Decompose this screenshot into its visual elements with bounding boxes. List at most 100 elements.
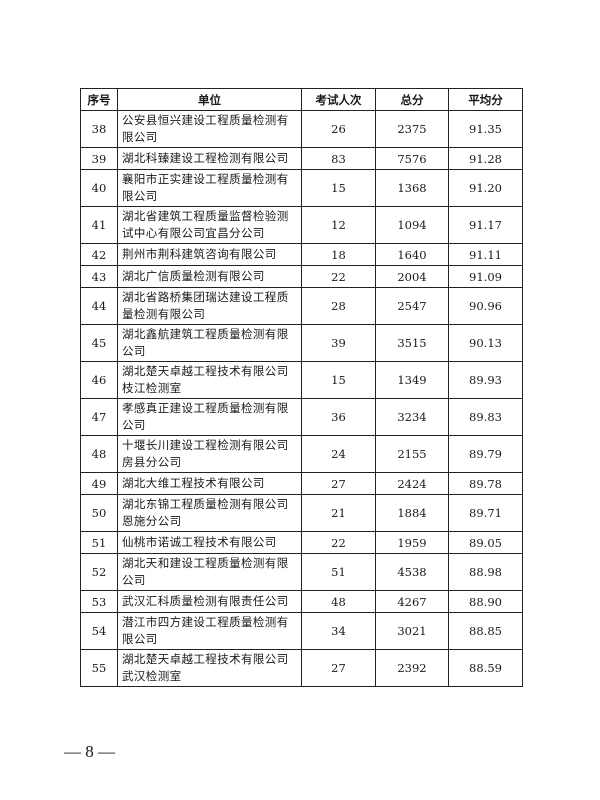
- cell-unit: 湖北广信质量检测有限公司: [117, 265, 302, 288]
- cell-no: 52: [80, 553, 118, 591]
- table-row: 43 湖北广信质量检测有限公司 22 2004 91.09: [80, 265, 523, 288]
- table-row: 45 湖北鑫航建筑工程质量检测有限公司 39 3515 90.13: [80, 324, 523, 362]
- cell-total: 3021: [375, 612, 449, 650]
- cell-avg: 90.13: [448, 324, 523, 362]
- cell-avg: 89.78: [448, 472, 523, 495]
- cell-avg: 91.17: [448, 206, 523, 244]
- cell-total: 2375: [375, 110, 449, 148]
- cell-total: 3234: [375, 398, 449, 436]
- table-row: 47 孝感真正建设工程质量检测有限公司 36 3234 89.83: [80, 398, 523, 436]
- cell-no: 40: [80, 169, 118, 207]
- results-table: 序号 单位 考试人次 总分 平均分 38 公安县恒兴建设工程质量检测有限公司 26 2…: [80, 88, 523, 687]
- cell-unit: 仙桃市诺诚工程技术有限公司: [117, 531, 302, 554]
- cell-total: 1094: [375, 206, 449, 244]
- cell-no: 46: [80, 361, 118, 399]
- cell-avg: 91.20: [448, 169, 523, 207]
- cell-avg: 89.71: [448, 494, 523, 532]
- table-row: 50 湖北东锦工程质量检测有限公司恩施分公司 21 1884 89.71: [80, 494, 523, 532]
- cell-count: 21: [301, 494, 376, 532]
- cell-avg: 91.09: [448, 265, 523, 288]
- cell-no: 53: [80, 590, 118, 613]
- table-row: 49 湖北大维工程技术有限公司 27 2424 89.78: [80, 472, 523, 495]
- cell-count: 27: [301, 472, 376, 495]
- cell-avg: 90.96: [448, 287, 523, 325]
- table-row: 44 湖北省路桥集团瑞达建设工程质量检测有限公司 28 2547 90.96: [80, 287, 523, 325]
- header-avg: 平均分: [448, 88, 523, 111]
- cell-count: 18: [301, 243, 376, 266]
- table-row: 38 公安县恒兴建设工程质量检测有限公司 26 2375 91.35: [80, 110, 523, 148]
- table-row: 54 潜江市四方建设工程质量检测有限公司 34 3021 88.85: [80, 612, 523, 650]
- cell-unit: 湖北楚天卓越工程技术有限公司武汉检测室: [117, 649, 302, 687]
- cell-count: 24: [301, 435, 376, 473]
- cell-total: 7576: [375, 147, 449, 170]
- cell-total: 2424: [375, 472, 449, 495]
- cell-avg: 88.98: [448, 553, 523, 591]
- cell-unit: 湖北省路桥集团瑞达建设工程质量检测有限公司: [117, 287, 302, 325]
- cell-total: 1884: [375, 494, 449, 532]
- cell-avg: 89.83: [448, 398, 523, 436]
- cell-count: 27: [301, 649, 376, 687]
- cell-avg: 91.11: [448, 243, 523, 266]
- cell-count: 36: [301, 398, 376, 436]
- cell-count: 48: [301, 590, 376, 613]
- cell-no: 48: [80, 435, 118, 473]
- table-row: 42 荆州市荆科建筑咨询有限公司 18 1640 91.11: [80, 243, 523, 266]
- cell-total: 4538: [375, 553, 449, 591]
- cell-avg: 89.79: [448, 435, 523, 473]
- cell-avg: 91.35: [448, 110, 523, 148]
- cell-no: 51: [80, 531, 118, 554]
- cell-no: 43: [80, 265, 118, 288]
- cell-total: 1368: [375, 169, 449, 207]
- cell-total: 3515: [375, 324, 449, 362]
- cell-total: 1349: [375, 361, 449, 399]
- cell-unit: 荆州市荆科建筑咨询有限公司: [117, 243, 302, 266]
- page-number: — 8 —: [64, 742, 115, 761]
- cell-no: 39: [80, 147, 118, 170]
- table-row: 39 湖北科臻建设工程检测有限公司 83 7576 91.28: [80, 147, 523, 170]
- cell-no: 45: [80, 324, 118, 362]
- table-row: 53 武汉汇科质量检测有限责任公司 48 4267 88.90: [80, 590, 523, 613]
- cell-no: 42: [80, 243, 118, 266]
- cell-unit: 湖北省建筑工程质量监督检验测试中心有限公司宜昌分公司: [117, 206, 302, 244]
- cell-unit: 潜江市四方建设工程质量检测有限公司: [117, 612, 302, 650]
- cell-unit: 湖北天和建设工程质量检测有限公司: [117, 553, 302, 591]
- cell-total: 1959: [375, 531, 449, 554]
- cell-no: 55: [80, 649, 118, 687]
- header-unit: 单位: [117, 88, 302, 111]
- cell-count: 28: [301, 287, 376, 325]
- cell-total: 2155: [375, 435, 449, 473]
- cell-unit: 十堰长川建设工程检测有限公司房县分公司: [117, 435, 302, 473]
- cell-unit: 襄阳市正实建设工程质量检测有限公司: [117, 169, 302, 207]
- cell-unit: 湖北楚天卓越工程技术有限公司枝江检测室: [117, 361, 302, 399]
- cell-unit: 武汉汇科质量检测有限责任公司: [117, 590, 302, 613]
- cell-count: 39: [301, 324, 376, 362]
- cell-count: 22: [301, 265, 376, 288]
- cell-no: 49: [80, 472, 118, 495]
- cell-unit: 公安县恒兴建设工程质量检测有限公司: [117, 110, 302, 148]
- table-row: 51 仙桃市诺诚工程技术有限公司 22 1959 89.05: [80, 531, 523, 554]
- cell-unit: 孝感真正建设工程质量检测有限公司: [117, 398, 302, 436]
- cell-avg: 88.85: [448, 612, 523, 650]
- table-row: 40 襄阳市正实建设工程质量检测有限公司 15 1368 91.20: [80, 169, 523, 207]
- cell-count: 51: [301, 553, 376, 591]
- table-header-row: 序号 单位 考试人次 总分 平均分: [80, 88, 523, 111]
- cell-avg: 89.05: [448, 531, 523, 554]
- cell-unit: 湖北鑫航建筑工程质量检测有限公司: [117, 324, 302, 362]
- cell-unit: 湖北东锦工程质量检测有限公司恩施分公司: [117, 494, 302, 532]
- table-row: 46 湖北楚天卓越工程技术有限公司枝江检测室 15 1349 89.93: [80, 361, 523, 399]
- cell-count: 34: [301, 612, 376, 650]
- cell-avg: 89.93: [448, 361, 523, 399]
- table-row: 48 十堰长川建设工程检测有限公司房县分公司 24 2155 89.79: [80, 435, 523, 473]
- cell-total: 4267: [375, 590, 449, 613]
- cell-no: 54: [80, 612, 118, 650]
- cell-avg: 91.28: [448, 147, 523, 170]
- cell-count: 12: [301, 206, 376, 244]
- table-row: 41 湖北省建筑工程质量监督检验测试中心有限公司宜昌分公司 12 1094 91.17: [80, 206, 523, 244]
- cell-count: 15: [301, 169, 376, 207]
- table-row: 52 湖北天和建设工程质量检测有限公司 51 4538 88.98: [80, 553, 523, 591]
- table-row: 55 湖北楚天卓越工程技术有限公司武汉检测室 27 2392 88.59: [80, 649, 523, 687]
- cell-unit: 湖北大维工程技术有限公司: [117, 472, 302, 495]
- cell-no: 44: [80, 287, 118, 325]
- cell-no: 47: [80, 398, 118, 436]
- cell-avg: 88.90: [448, 590, 523, 613]
